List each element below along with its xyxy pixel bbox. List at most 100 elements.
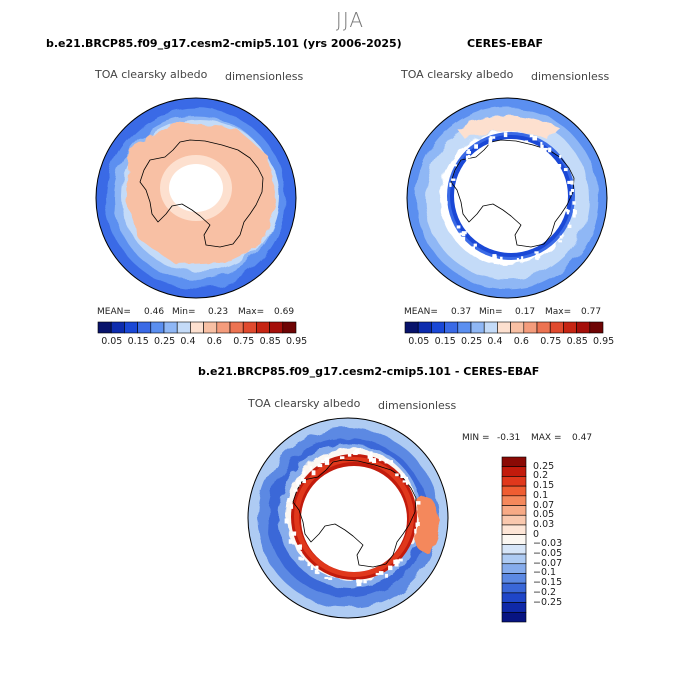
colorbar-swatch (576, 321, 591, 334)
nodata-speck (363, 579, 367, 584)
nodata-speck (532, 135, 538, 141)
nodata-speck (375, 572, 380, 576)
nodata-speck (461, 231, 467, 235)
nodata-speck (287, 498, 290, 503)
nodata-speck (521, 256, 524, 261)
nodata-speck (417, 521, 420, 526)
colorbar-tick-label: 0.15 (434, 336, 456, 347)
colorbar-tick-label: 0.95 (286, 336, 308, 347)
panel1-min-value: 0.23 (208, 307, 229, 317)
panel2-min-label: Min= (479, 307, 503, 317)
season-title: JJA (335, 8, 365, 32)
colorbar-swatch (501, 456, 527, 468)
colorbar-tick-label: −0.07 (533, 557, 563, 569)
nodata-speck (573, 210, 577, 215)
nodata-speck (328, 577, 333, 581)
nodata-speck (558, 240, 563, 243)
nodata-speck (467, 154, 471, 159)
nodata-speck (284, 518, 289, 524)
nodata-speck (405, 481, 409, 485)
panel1-coastline (139, 139, 264, 248)
colorbar-tick-label: 0.4 (487, 336, 503, 347)
colorbar-tick-label: 0.25 (533, 460, 555, 472)
nodata-speck (314, 569, 319, 574)
panel2-variable: TOA clearsky albedo (401, 68, 514, 81)
colorbar-tick-label: 0.05 (101, 336, 123, 347)
nodata-speck (493, 260, 498, 264)
panel2-mean-label: MEAN= (404, 307, 438, 317)
colorbar-tick-label: −0.05 (533, 548, 563, 560)
panel2-units: dimensionless (531, 70, 610, 83)
colorbar-swatch (203, 321, 218, 334)
panel2-colorbar (404, 321, 604, 334)
nodata-speck (302, 470, 306, 476)
panel3-nodata-speckles (284, 449, 421, 587)
nodata-speck (378, 571, 384, 575)
nodata-speck (567, 180, 571, 185)
panel3-field-pos-east (411, 496, 439, 552)
colorbar-tick-label: 0.6 (206, 336, 222, 347)
nodata-speck (324, 460, 330, 465)
nodata-speck (535, 253, 541, 259)
nodata-speck (524, 140, 529, 143)
nodata-speck (489, 136, 493, 140)
nodata-speck (395, 561, 399, 566)
colorbar-swatch (501, 544, 527, 555)
nodata-speck (384, 459, 389, 464)
panel1-field-pole (169, 164, 223, 212)
nodata-speck (444, 201, 448, 205)
panel1-min-label: Min= (172, 307, 196, 317)
nodata-speck (400, 473, 405, 479)
panel3-coastline (292, 459, 417, 568)
colorbar-swatch (444, 321, 459, 334)
nodata-speck (296, 480, 302, 485)
panel3-min-value: -0.31 (497, 433, 521, 443)
panel3-map (247, 417, 449, 619)
panel1-mean-label: MEAN= (97, 307, 131, 317)
nodata-speck (449, 182, 452, 187)
panel1-mean-value: 0.46 (144, 307, 165, 317)
nodata-speck (321, 459, 325, 464)
colorbar-swatch (501, 505, 527, 516)
colorbar-swatch (501, 514, 527, 526)
panel1-title: b.e21.BRCP85.f09_g17.cesm2-cmip5.101 (yr… (46, 37, 402, 50)
colorbar-swatch (501, 592, 527, 603)
nodata-speck (292, 540, 296, 545)
nodata-speck (398, 558, 403, 562)
nodata-speck (297, 484, 300, 487)
nodata-speck (570, 188, 575, 192)
nodata-speck (324, 576, 329, 579)
nodata-speck (339, 456, 345, 460)
colorbar-swatch (501, 582, 527, 594)
nodata-speck (570, 180, 574, 185)
nodata-speck (390, 460, 393, 464)
nodata-speck (298, 544, 302, 547)
colorbar-tick-label: 0.15 (127, 336, 149, 347)
nodata-speck (465, 155, 469, 161)
panel2-max-value: 0.77 (581, 307, 602, 317)
nodata-speck (393, 559, 396, 565)
nodata-speck (356, 579, 360, 583)
panel1-colorbar (97, 321, 297, 334)
colorbar-swatch (501, 563, 527, 574)
colorbar-swatch (269, 321, 284, 334)
colorbar-swatch (501, 524, 527, 535)
colorbar-swatch (470, 321, 485, 334)
colorbar-swatch (501, 553, 527, 565)
colorbar-swatch (97, 321, 112, 334)
colorbar-tick-label: −0.25 (533, 596, 563, 608)
panel3-max-value: 0.47 (572, 433, 593, 443)
colorbar-swatch (501, 466, 527, 477)
panel3-outline (247, 417, 449, 619)
colorbar-swatch (229, 321, 244, 334)
colorbar-tick-label: 0.85 (566, 336, 588, 347)
nodata-speck (388, 565, 393, 571)
nodata-speck (302, 479, 306, 484)
colorbar-tick-label: −0.1 (533, 567, 557, 579)
nodata-speck (367, 454, 373, 459)
nodata-speck (395, 559, 400, 564)
colorbar-swatch (417, 321, 432, 334)
panel2-title: CERES-EBAF (467, 37, 543, 50)
nodata-speck (370, 451, 373, 457)
